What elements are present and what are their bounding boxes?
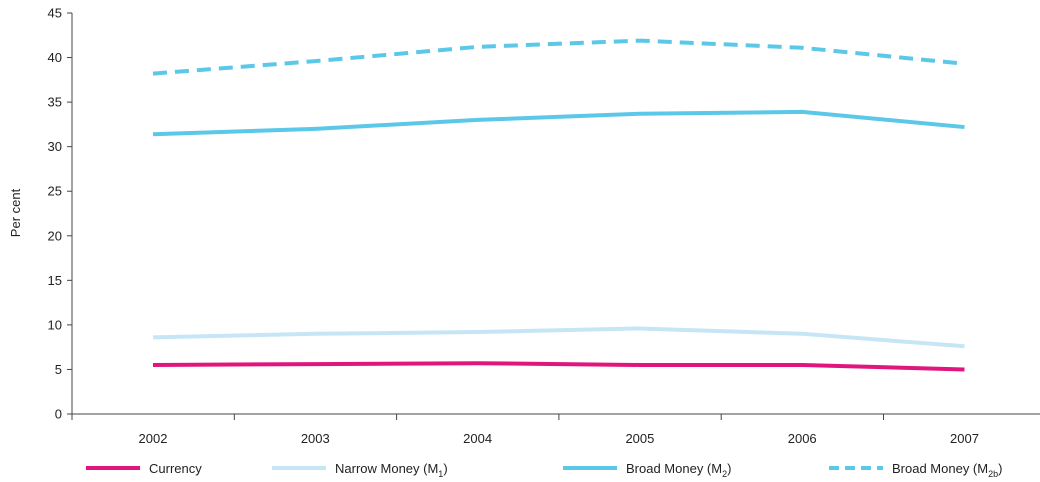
series-line-2 <box>152 326 965 349</box>
x-tick-label: 2005 <box>625 431 654 446</box>
x-tick-label: 2004 <box>463 431 492 446</box>
x-tick-label: 2007 <box>950 431 979 446</box>
x-tick-label: 2006 <box>788 431 817 446</box>
y-axis-label: Per cent <box>8 188 23 237</box>
series-line-4 <box>152 38 965 76</box>
y-tick-label: 45 <box>48 6 62 21</box>
legend-label: Currency <box>149 461 202 476</box>
y-tick-label: 15 <box>48 273 62 288</box>
legend-item: Currency <box>86 461 202 476</box>
x-tick-label: 2003 <box>301 431 330 446</box>
legend-item: Broad Money (M2) <box>563 461 731 479</box>
y-tick-label: 25 <box>48 184 62 199</box>
y-tick-label: 5 <box>55 362 62 377</box>
y-tick-label: 20 <box>48 228 62 243</box>
y-tick-label: 35 <box>48 95 62 110</box>
y-tick-label: 40 <box>48 50 62 65</box>
y-tick-label: 30 <box>48 139 62 154</box>
x-tick-label: 2002 <box>139 431 168 446</box>
legend: Currency Narrow Money (M1) Broad Money (M2… <box>86 461 1002 479</box>
axes: 0 5 10 15 20 25 30 35 40 45 2002 2003 2004 2005 2006 20… <box>48 6 1040 446</box>
legend-item: Broad Money (M2b) <box>829 461 1002 479</box>
y-tick-label: 10 <box>48 317 62 332</box>
series-line-3 <box>152 109 965 137</box>
legend-label: Broad Money (M2) <box>626 461 731 479</box>
series-line-1 <box>152 361 965 372</box>
legend-label: Narrow Money (M1) <box>335 461 448 479</box>
legend-item: Narrow Money (M1) <box>272 461 448 479</box>
series-lines <box>152 38 965 372</box>
legend-label: Broad Money (M2b) <box>892 461 1002 479</box>
y-tick-label: 0 <box>55 407 62 422</box>
